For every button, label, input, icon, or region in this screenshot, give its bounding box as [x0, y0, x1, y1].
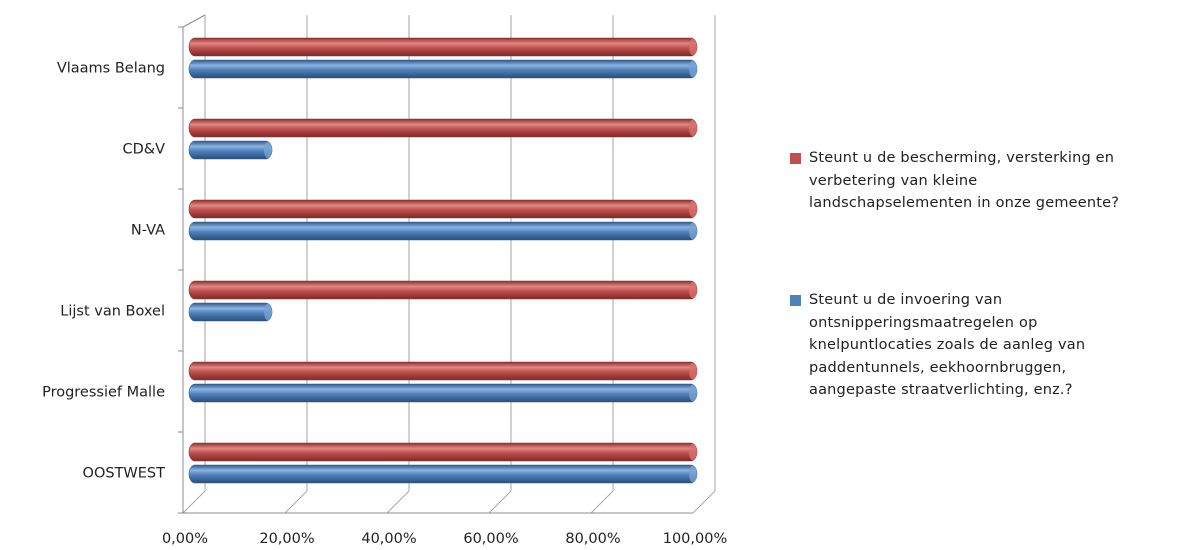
bar-cap	[689, 222, 697, 240]
gridlines	[182, 15, 716, 514]
bar-cap	[689, 362, 697, 380]
floor-gridline	[182, 490, 206, 514]
category-labels: Vlaams Belang CD&V N-VA Lijst van Boxel Prog…	[42, 61, 165, 482]
category-label: N-VA	[131, 223, 165, 239]
bars	[188, 37, 698, 484]
bar-red	[188, 37, 698, 57]
category-label: OOSTWEST	[83, 466, 166, 482]
x-tick-label: 80,00%	[565, 531, 620, 547]
floor-gridline	[590, 490, 614, 514]
bar-cap	[689, 119, 697, 137]
bar-red	[188, 442, 698, 462]
bar-blue	[188, 140, 273, 160]
category-label: Lijst van Boxel	[60, 304, 165, 320]
axes	[178, 14, 693, 514]
legend-label-blue: Steunt u de invoering van ontsnipperings…	[809, 289, 1185, 402]
bar-red	[188, 280, 698, 300]
bar-blue	[188, 383, 698, 403]
bar-cap	[264, 303, 273, 321]
floor-gridline	[386, 490, 410, 514]
bar-blue	[188, 302, 273, 322]
x-tick-labels: 0,00% 20,00% 40,00% 60,00% 80,00% 100,00%	[162, 531, 727, 547]
legend-item-red: Steunt u de bescherming, versterking en …	[790, 147, 1185, 215]
axis-depth-edge	[182, 14, 206, 28]
bar-blue	[188, 221, 698, 241]
legend-line: Steunt u de invoering van	[809, 292, 1003, 308]
legend-swatch-blue	[790, 295, 801, 306]
floor-gridline	[488, 490, 512, 514]
bar-cap	[689, 38, 697, 56]
bar-cap	[689, 465, 697, 483]
legend-swatch-red	[790, 153, 801, 164]
x-tick-label: 0,00%	[162, 531, 208, 547]
category-label: CD&V	[122, 142, 165, 158]
legend-label-red: Steunt u de bescherming, versterking en …	[809, 147, 1185, 215]
bar-red	[188, 199, 698, 219]
floor-gridline	[692, 490, 716, 514]
x-tick-label: 60,00%	[463, 531, 518, 547]
floor-gridline	[284, 490, 308, 514]
bar-chart: Vlaams Belang CD&V N-VA Lijst van Boxel Prog…	[42, 14, 727, 547]
x-tick-label: 20,00%	[259, 531, 314, 547]
bar-cap	[689, 200, 697, 218]
bar-cap	[689, 443, 697, 461]
bar-blue	[188, 464, 698, 484]
legend-item-blue: Steunt u de invoering van ontsnipperings…	[790, 289, 1185, 402]
legend-line: verbetering van kleine	[809, 172, 978, 189]
category-label: Vlaams Belang	[57, 61, 165, 77]
bar-cap	[689, 60, 697, 78]
legend-line: paddentunnels, eekhoornbruggen,	[809, 359, 1067, 376]
legend-line: landschapselementen in onze gemeente?	[809, 195, 1120, 211]
bar-cap	[264, 141, 273, 159]
x-tick-label: 40,00%	[361, 531, 416, 547]
bar-red	[188, 361, 698, 381]
bar-red	[188, 118, 698, 138]
bar-cap	[689, 384, 697, 402]
legend-line: knelpuntlocaties zoals de aanleg van	[809, 337, 1086, 353]
bar-blue	[188, 59, 698, 79]
legend-line: aangepaste straatverlichting, enz.?	[809, 382, 1073, 398]
x-tick-label: 100,00%	[663, 531, 728, 547]
bar-cap	[689, 281, 697, 299]
category-label: Progressief Malle	[42, 385, 165, 401]
legend-line: ontsnipperingsmaatregelen op	[809, 314, 1038, 331]
legend-line: Steunt u de bescherming, versterking en	[809, 150, 1115, 166]
